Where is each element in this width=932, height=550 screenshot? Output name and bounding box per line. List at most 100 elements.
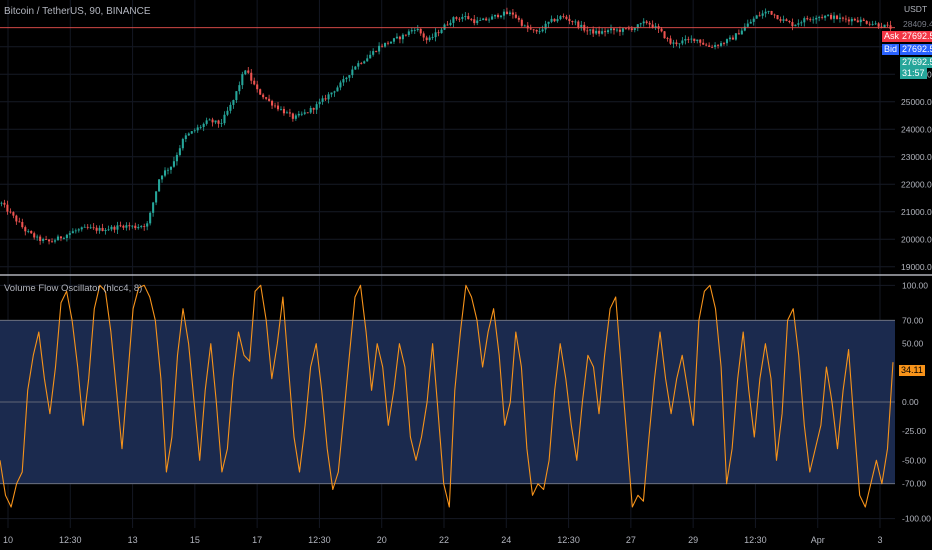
candle-body (211, 119, 214, 123)
candle-body (62, 237, 65, 239)
candle-body (598, 30, 601, 34)
candle-body (734, 33, 737, 40)
candle-body (502, 11, 506, 16)
candle-body (161, 175, 164, 180)
candle-body (889, 25, 892, 29)
candle-body (517, 17, 520, 20)
candle-body (434, 32, 437, 38)
candle-body (633, 28, 636, 30)
candle-body (265, 97, 268, 99)
candle-body (199, 126, 202, 128)
candle-body (241, 74, 244, 86)
candle-body (146, 223, 149, 227)
candle-body (586, 30, 589, 32)
candle-body (196, 127, 199, 131)
candle-body (491, 16, 494, 20)
indicator-tick-label: -70.00 (902, 479, 926, 489)
candle-body (791, 22, 794, 27)
candle-body (378, 45, 381, 52)
bid-price-badge: 27692.54 (900, 44, 932, 55)
candle-body (140, 226, 143, 228)
candle-body (669, 38, 672, 44)
candle-body (862, 19, 865, 21)
indicator-axis[interactable]: 100.0070.0050.0025.000.00-25.00-50.00-70… (902, 280, 931, 523)
indicator-tick-label: 70.00 (902, 315, 924, 325)
candle-body (375, 51, 378, 52)
candle-body (217, 120, 220, 124)
candle-body (125, 225, 128, 228)
candle-body (77, 229, 80, 231)
candle-body (351, 69, 354, 76)
candle-body (59, 236, 62, 239)
candle-body (556, 19, 559, 22)
candle-body (666, 38, 669, 39)
candle-body (262, 94, 265, 98)
candle-body (496, 14, 500, 18)
symbol-title[interactable]: Bitcoin / TetherUS, 90, BINANCE (4, 6, 151, 17)
candle-body (386, 42, 390, 44)
candle-body (232, 100, 235, 105)
candle-body (122, 225, 125, 228)
candle-body (678, 43, 681, 45)
price-tick-label: 22000.00 (901, 179, 932, 189)
candle-body (479, 20, 482, 21)
currency-label: USDT (904, 4, 928, 14)
time-tick-label: 12:30 (59, 535, 82, 545)
candle-body (214, 120, 217, 123)
candle-body (699, 39, 702, 43)
time-tick-label: 10 (3, 535, 13, 545)
candle-body (532, 29, 535, 31)
candle-body (618, 29, 621, 32)
candle-body (470, 19, 473, 20)
candle-body (202, 123, 205, 127)
candle-body (621, 28, 624, 32)
candle-body (116, 225, 119, 230)
candle-body (642, 21, 645, 24)
candle-body (797, 23, 800, 25)
candle-body (3, 202, 6, 205)
indicator-title[interactable]: Volume Flow Oscillator (hlcc4, 8) (4, 283, 143, 294)
candle-body (526, 25, 529, 29)
candle-body (746, 23, 749, 27)
candle-body (717, 45, 720, 46)
candle-body (15, 215, 18, 222)
candle-body (681, 40, 684, 44)
candle-body (832, 15, 836, 19)
candle-body (110, 226, 113, 230)
candle-body (169, 166, 173, 170)
candle-body (821, 16, 824, 18)
candle-body (330, 92, 333, 95)
candle-body (589, 29, 592, 31)
price-tick-label: 24000.00 (901, 124, 932, 134)
candle-body (134, 225, 137, 229)
candle-body (12, 212, 15, 216)
candle-body (68, 233, 71, 235)
candle-body (776, 15, 779, 20)
candle-body (752, 18, 755, 22)
candle-body (523, 25, 526, 27)
candle-body (782, 19, 785, 21)
candle-body (166, 169, 170, 171)
candle-body (80, 227, 83, 230)
candle-body (65, 234, 68, 238)
candle-body (294, 115, 297, 119)
candle-body (42, 238, 45, 241)
time-tick-label: 29 (688, 535, 698, 545)
candle-body (137, 227, 140, 229)
candle-body (568, 18, 571, 22)
candle-body (520, 19, 523, 26)
candle-body (764, 11, 767, 14)
candle-body (306, 112, 309, 114)
candle-body (553, 18, 556, 22)
candle-body (449, 22, 452, 25)
candle-body (276, 105, 280, 110)
candle-body (488, 19, 491, 21)
candle-body (505, 11, 508, 15)
candle-body (119, 225, 122, 227)
candle-body (443, 24, 446, 30)
candle-body (827, 14, 830, 16)
time-axis[interactable]: 10 12:30 13 15 17 12:30 20 22 24 12:30 27 29 12:30 Ap… (3, 535, 883, 545)
candle-body (538, 31, 541, 33)
candle-body (315, 104, 318, 110)
candle-body (803, 18, 806, 23)
